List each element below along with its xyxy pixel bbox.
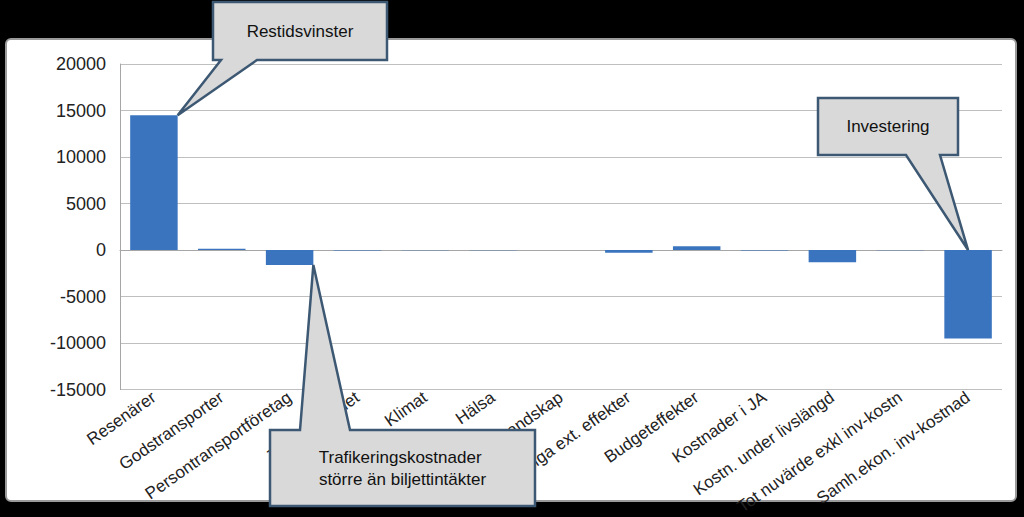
svg-text:15000: 15000 — [56, 101, 106, 121]
svg-text:Resenärer: Resenärer — [83, 387, 160, 449]
svg-text:Klimat: Klimat — [381, 388, 431, 431]
svg-text:0: 0 — [96, 240, 106, 260]
svg-text:Investering: Investering — [846, 117, 929, 136]
svg-text:Restidsvinster: Restidsvinster — [247, 22, 354, 41]
svg-text:Kostn. under livslängd: Kostn. under livslängd — [689, 387, 838, 500]
svg-text:Budgeteffekter: Budgeteffekter — [600, 387, 703, 467]
svg-text:-5000: -5000 — [60, 287, 106, 307]
svg-text:Övriga ext. effekter: Övriga ext. effekter — [506, 387, 635, 486]
svg-text:större än biljettintäkter: större än biljettintäkter — [319, 470, 487, 489]
svg-text:5000: 5000 — [66, 194, 106, 214]
svg-text:Landskap: Landskap — [495, 387, 567, 446]
svg-text:Hälsa: Hälsa — [452, 387, 499, 428]
svg-text:Godstransporter: Godstransporter — [115, 387, 228, 474]
svg-text:Kostnader i JA: Kostnader i JA — [668, 387, 770, 467]
svg-text:10000: 10000 — [56, 147, 106, 167]
svg-text:-15000: -15000 — [50, 380, 106, 400]
svg-text:Trafikeringskostnader: Trafikeringskostnader — [319, 448, 487, 467]
svg-text:Tot nuvärde exkl inv-kostn: Tot nuvärde exkl inv-kostn — [733, 387, 906, 517]
svg-text:Samh.ekon. inv-kostnad: Samh.ekon. inv-kostnad — [813, 388, 973, 508]
svg-text:20000: 20000 — [56, 54, 106, 74]
svg-text:Persontransportföretag: Persontransportföretag — [141, 387, 296, 504]
svg-text:-10000: -10000 — [50, 333, 106, 353]
